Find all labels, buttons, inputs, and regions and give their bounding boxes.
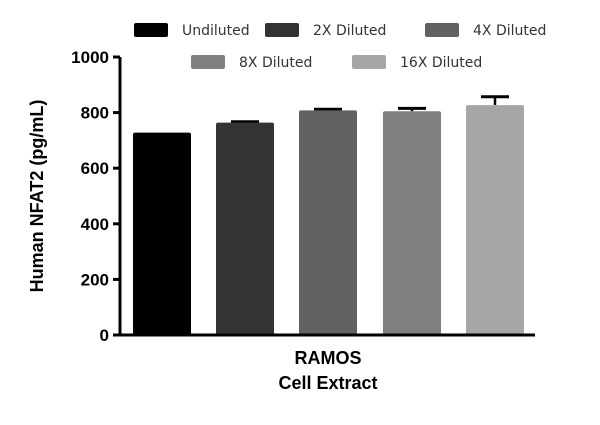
- y-tick-label: 0: [100, 326, 109, 345]
- legend-swatch: [265, 23, 299, 37]
- legend-swatch: [352, 55, 386, 69]
- x-axis-label-line1: RAMOS: [295, 348, 362, 368]
- legend: Undiluted 2X Diluted 4X Diluted 8X Diluted 1…: [134, 23, 546, 71]
- bar-16x-diluted: [466, 105, 524, 336]
- legend-label: 8X Diluted: [239, 55, 312, 71]
- legend-label: 16X Diluted: [400, 55, 482, 71]
- y-tick-label: 1000: [71, 48, 109, 67]
- x-axis-label-line2: Cell Extract: [278, 373, 377, 393]
- bar-2x-diluted: [216, 122, 274, 335]
- legend-swatch: [191, 55, 225, 69]
- bar-4x-diluted: [299, 110, 357, 335]
- y-axis: 0 200 400 600 800 1000: [71, 48, 535, 345]
- y-axis-label: Human NFAT2 (pg/mL): [27, 100, 47, 293]
- legend-swatch: [134, 23, 168, 37]
- bar-8x-diluted: [383, 111, 441, 336]
- y-tick-label: 800: [81, 104, 109, 123]
- bar-undiluted: [133, 132, 191, 335]
- bars: [133, 95, 524, 336]
- legend-label: 4X Diluted: [473, 23, 546, 39]
- legend-label: Undiluted: [182, 23, 250, 39]
- y-tick-label: 200: [81, 270, 109, 289]
- y-tick-label: 400: [81, 215, 109, 234]
- legend-label: 2X Diluted: [313, 23, 386, 39]
- y-tick-label: 600: [81, 159, 109, 178]
- legend-swatch: [425, 23, 459, 37]
